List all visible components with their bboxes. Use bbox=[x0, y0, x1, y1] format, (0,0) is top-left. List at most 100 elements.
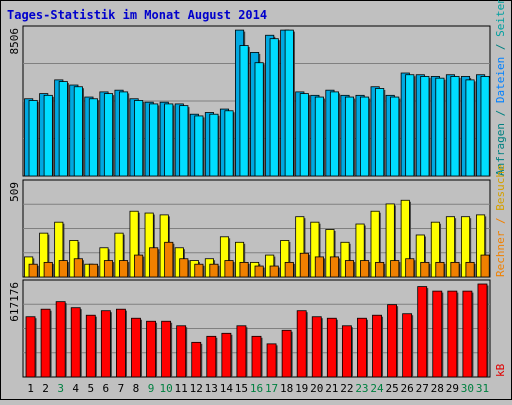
legend-entry: Besuche bbox=[494, 164, 507, 210]
legend-entry: / bbox=[494, 211, 507, 231]
bar-dateien-day-29 bbox=[450, 76, 460, 177]
bar-dateien-day-12 bbox=[194, 115, 204, 177]
bar-rechner-day-28 bbox=[435, 261, 445, 278]
bar-dateien-day-15 bbox=[239, 45, 249, 177]
bar-dateien-day-22 bbox=[344, 96, 355, 177]
bar-rechner-day-11 bbox=[179, 258, 189, 278]
day-label-9: 9 bbox=[148, 382, 155, 395]
bar-kb-day-9 bbox=[146, 320, 156, 378]
bar-kb-day-28 bbox=[432, 290, 443, 378]
day-label-6: 6 bbox=[103, 382, 110, 395]
legend-entry: Seiten bbox=[494, 0, 507, 37]
y-axis-max-label: 8506 bbox=[8, 28, 21, 55]
bar-dateien-day-8 bbox=[134, 100, 144, 177]
day-label-23: 23 bbox=[355, 382, 368, 395]
bar-rechner-day-22 bbox=[344, 260, 355, 278]
bar-rechner-day-29 bbox=[450, 261, 460, 278]
y-axis-max-label: 617176 bbox=[8, 282, 21, 322]
day-label-4: 4 bbox=[72, 382, 79, 395]
day-label-8: 8 bbox=[133, 382, 140, 395]
bar-rechner-day-23 bbox=[360, 260, 370, 278]
day-label-20: 20 bbox=[310, 382, 323, 395]
series-legend: kB bbox=[494, 363, 507, 377]
bar-kb-day-2 bbox=[40, 308, 51, 378]
chart-panels: 8506 Anfragen / Dateien / Seiten 509 Rechne… bbox=[8, 0, 507, 378]
bar-kb-day-12 bbox=[191, 341, 202, 378]
y-axis-max-label: 509 bbox=[8, 182, 21, 202]
bar-rechner-day-17 bbox=[269, 265, 279, 278]
bar-dateien-day-28 bbox=[435, 77, 445, 177]
day-label-13: 13 bbox=[205, 382, 218, 395]
bar-rechner-day-9 bbox=[149, 247, 159, 278]
bar-dateien-day-31 bbox=[480, 76, 490, 177]
panel-1: 8506 Anfragen / Dateien / Seiten bbox=[8, 0, 507, 177]
bar-kb-day-1 bbox=[25, 316, 36, 378]
bar-kb-day-14 bbox=[221, 332, 232, 378]
bar-kb-day-31 bbox=[477, 283, 488, 378]
bar-rechner-day-3 bbox=[58, 260, 68, 278]
day-label-29: 29 bbox=[446, 382, 459, 395]
bar-kb-day-17 bbox=[266, 343, 277, 378]
bar-rechner-day-21 bbox=[329, 256, 340, 278]
bar-rechner-day-27 bbox=[420, 261, 430, 278]
bar-rechner-day-16 bbox=[254, 265, 264, 278]
bar-kb-day-30 bbox=[462, 290, 473, 378]
day-label-15: 15 bbox=[235, 382, 248, 395]
panel-3: 617176 kB bbox=[8, 279, 507, 378]
bar-kb-day-3 bbox=[55, 301, 66, 378]
day-label-31: 31 bbox=[476, 382, 489, 395]
legend-entry: Rechner bbox=[494, 230, 507, 277]
bar-kb-day-11 bbox=[176, 325, 187, 378]
bar-kb-day-16 bbox=[251, 335, 262, 378]
day-label-28: 28 bbox=[431, 382, 444, 395]
bar-dateien-day-9 bbox=[149, 103, 159, 177]
day-label-12: 12 bbox=[190, 382, 203, 395]
bar-kb-day-10 bbox=[161, 320, 172, 378]
day-label-14: 14 bbox=[220, 382, 234, 395]
bar-rechner-day-12 bbox=[194, 263, 204, 278]
bar-kb-day-8 bbox=[131, 317, 141, 378]
bar-dateien-day-16 bbox=[254, 62, 264, 177]
day-label-2: 2 bbox=[42, 382, 49, 395]
bar-dateien-day-5 bbox=[88, 98, 98, 177]
legend-entry: Dateien bbox=[494, 57, 507, 103]
series-legend: Anfragen / Dateien / Seiten bbox=[494, 0, 507, 176]
bar-rechner-day-24 bbox=[375, 261, 385, 278]
bar-kb-day-7 bbox=[116, 308, 126, 378]
bar-kb-day-6 bbox=[100, 310, 111, 378]
day-label-27: 27 bbox=[416, 382, 429, 395]
bar-dateien-day-10 bbox=[164, 103, 174, 177]
day-label-11: 11 bbox=[175, 382, 188, 395]
series-dateien bbox=[28, 29, 491, 177]
bar-dateien-day-20 bbox=[314, 96, 324, 177]
bar-kb-day-4 bbox=[70, 307, 81, 378]
bar-dateien-day-25 bbox=[390, 96, 400, 177]
legend-entry: Anfragen bbox=[494, 123, 507, 176]
bar-rechner-day-20 bbox=[314, 256, 324, 278]
bar-rechner-day-14 bbox=[224, 260, 234, 278]
bar-kb-day-19 bbox=[296, 310, 307, 378]
day-label-24: 24 bbox=[370, 382, 384, 395]
bar-kb-day-27 bbox=[417, 286, 428, 378]
bar-rechner-day-31 bbox=[480, 254, 490, 278]
legend-entry: / bbox=[494, 103, 507, 123]
legend-entry: / bbox=[494, 37, 507, 57]
series-legend: Rechner / Besuche bbox=[494, 164, 507, 277]
bar-kb-day-21 bbox=[326, 317, 337, 378]
bar-rechner-day-19 bbox=[299, 252, 309, 278]
bar-rechner-day-5 bbox=[88, 263, 98, 278]
day-label-19: 19 bbox=[295, 382, 308, 395]
bar-dateien-day-4 bbox=[73, 86, 83, 177]
day-label-21: 21 bbox=[325, 382, 338, 395]
bar-rechner-day-7 bbox=[119, 260, 129, 278]
bar-dateien-day-18 bbox=[284, 29, 294, 177]
bar-dateien-day-1 bbox=[28, 100, 38, 177]
bar-kb-day-25 bbox=[387, 304, 397, 378]
bar-dateien-day-23 bbox=[360, 96, 370, 177]
bar-dateien-day-27 bbox=[420, 76, 430, 177]
bar-rechner-day-10 bbox=[164, 241, 174, 278]
bar-kb-day-15 bbox=[236, 325, 247, 378]
panel-2: 509 Rechner / Besuche bbox=[8, 164, 507, 278]
